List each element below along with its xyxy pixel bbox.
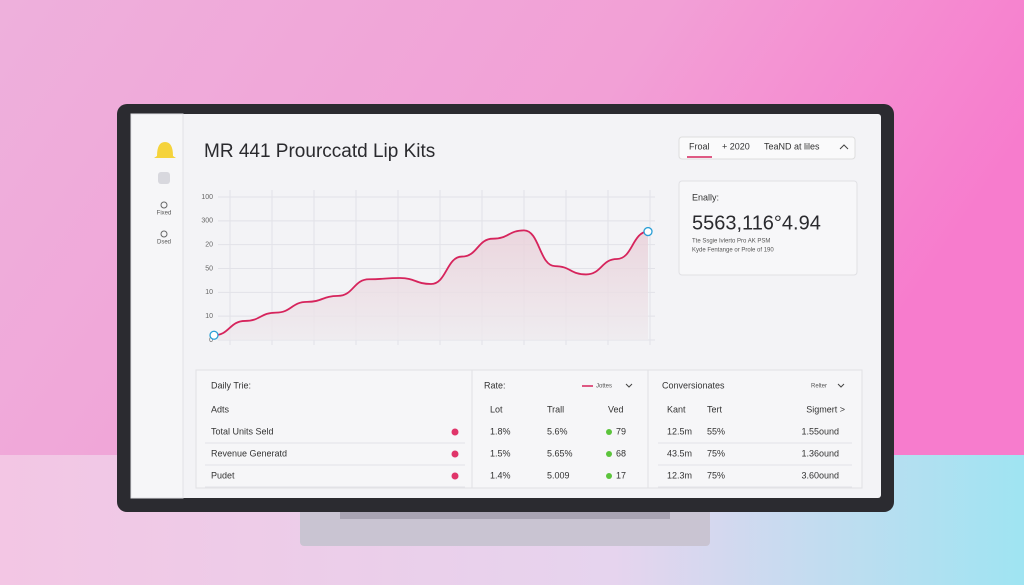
nav-label[interactable]: Fixed: [157, 211, 172, 217]
cell: 1.8%: [490, 426, 511, 436]
row-label: Pudet: [211, 470, 235, 480]
end-point: [643, 226, 653, 237]
column-header: Ved: [608, 404, 624, 414]
summary-value: 5563,116°4.94: [692, 212, 821, 234]
cell: 3.60ound: [801, 470, 839, 480]
row-label: Total Units Seld: [211, 426, 274, 436]
cell: 1.36ound: [801, 448, 839, 458]
status-dot: [606, 451, 612, 457]
column-header: Tert: [707, 404, 723, 414]
toolbar-item[interactable]: + 2020: [722, 141, 750, 151]
cell: 1.4%: [490, 470, 511, 480]
nav-icon[interactable]: [158, 172, 170, 184]
column-header: Kant: [667, 404, 686, 414]
panel-title: Daily Trie:: [211, 380, 251, 390]
panel-title: Rate:: [484, 380, 506, 390]
cell: 17: [616, 470, 626, 480]
logo[interactable]: [154, 142, 176, 158]
toolbar: [678, 136, 856, 160]
cell: 43.5m: [667, 448, 692, 458]
tables: Total Units Seld Revenue Generatd Pudet Lot…: [205, 404, 852, 488]
status-dot: [606, 473, 612, 479]
cell: 12.3m: [667, 470, 692, 480]
summary-line: Tte Ssgie Ivlerto Pro AK PSM: [692, 239, 770, 245]
y-tick-label: 20: [205, 242, 213, 249]
cell: 1.55ound: [801, 426, 839, 436]
chevron[interactable]: [625, 383, 633, 388]
cell: 12.5m: [667, 426, 692, 436]
nav-icon[interactable]: [160, 230, 168, 238]
y-tick-label: 300: [201, 218, 213, 225]
y-tick-label: 50: [205, 265, 213, 272]
page-title: MR 441 Prourccatd Lip Kits: [204, 141, 435, 162]
row-label: Revenue Generatd: [211, 448, 287, 458]
status-dot: [451, 472, 459, 480]
panel-subtitle: Adts: [211, 404, 230, 414]
panel: [471, 369, 649, 489]
status-dot: [606, 429, 612, 435]
y-tick-label: 0: [209, 337, 213, 344]
filter[interactable]: Relter: [811, 384, 827, 390]
y-tick-label: 10: [205, 313, 213, 320]
summary-label: Enally:: [692, 192, 719, 202]
status-dot: [451, 428, 459, 436]
status-dot: [451, 450, 459, 458]
cell: 75%: [707, 470, 725, 480]
sidebar: [130, 113, 184, 499]
chevron[interactable]: [839, 144, 849, 150]
summary-card: [678, 180, 858, 276]
cell: 1.5%: [490, 448, 511, 458]
legend-label: Jottes: [596, 384, 612, 390]
cell: 75%: [707, 448, 725, 458]
y-tick-label: 100: [201, 194, 213, 201]
chart: 0 10 10 50 20 300 100: [201, 190, 655, 345]
chevron[interactable]: [837, 383, 845, 388]
y-tick-label: 10: [205, 289, 213, 296]
cell: 5.65%: [547, 448, 573, 458]
area: [214, 230, 648, 340]
toolbar-tab[interactable]: Froal: [689, 141, 710, 151]
cell: 55%: [707, 426, 725, 436]
cell: 68: [616, 448, 626, 458]
line: [213, 229, 649, 337]
toolbar-item[interactable]: TeaND at liles: [764, 141, 820, 151]
cell: 5.009: [547, 470, 570, 480]
panel: [647, 369, 863, 489]
panel-title: Conversionates: [662, 380, 725, 390]
column-header: Trall: [547, 404, 564, 414]
column-header: Lot: [490, 404, 503, 414]
column-header: Sigmert >: [806, 404, 845, 414]
nav-icon[interactable]: [160, 201, 168, 209]
end-point: [209, 330, 219, 340]
cell: 5.6%: [547, 426, 568, 436]
summary-line: Kyde Fentange or Prole of 190: [692, 248, 774, 254]
nav-label[interactable]: Dsed: [157, 240, 171, 246]
cell: 79: [616, 426, 626, 436]
